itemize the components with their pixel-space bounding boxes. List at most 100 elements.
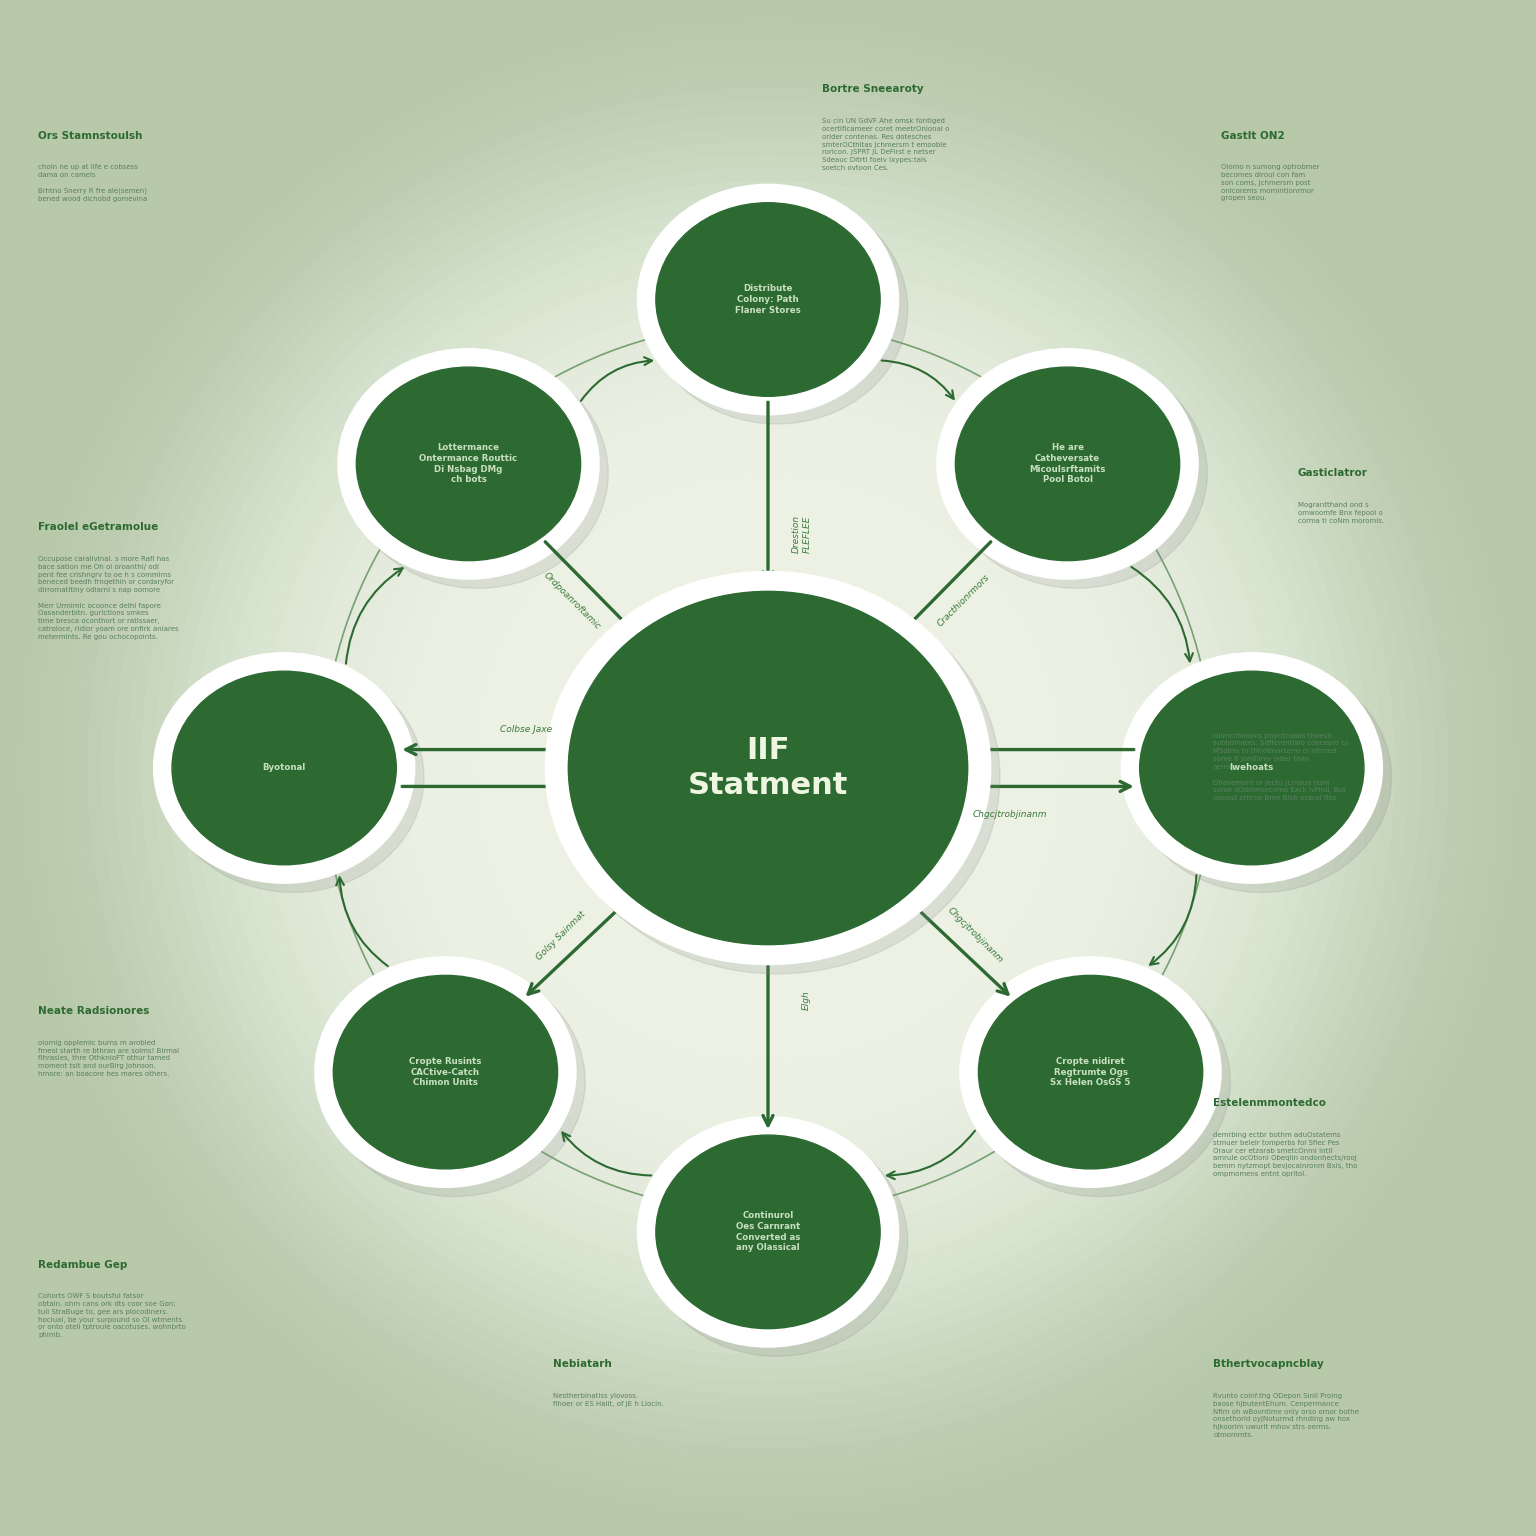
Ellipse shape: [593, 593, 943, 943]
Ellipse shape: [169, 169, 1367, 1367]
Text: Gastlt ON2: Gastlt ON2: [1221, 131, 1286, 141]
Ellipse shape: [621, 621, 915, 915]
Ellipse shape: [155, 155, 1381, 1381]
Ellipse shape: [324, 966, 585, 1197]
Ellipse shape: [395, 395, 1141, 1141]
Text: Colbse Jaxe: Colbse Jaxe: [501, 725, 551, 734]
Ellipse shape: [347, 358, 608, 588]
Ellipse shape: [739, 739, 797, 797]
Text: Continurol
Oes Carnrant
Converted as
any Olassical: Continurol Oes Carnrant Converted as any…: [736, 1212, 800, 1252]
Ellipse shape: [381, 381, 1155, 1155]
Text: Distribute
Colony: Path
Flaner Stores: Distribute Colony: Path Flaner Stores: [736, 284, 800, 315]
Text: He are
Catheversate
Micoulsrftamits
Pool Botol: He are Catheversate Micoulsrftamits Pool…: [1029, 444, 1106, 484]
Ellipse shape: [407, 407, 1129, 1129]
Ellipse shape: [633, 633, 903, 903]
Ellipse shape: [713, 713, 823, 823]
Ellipse shape: [301, 301, 1235, 1235]
Ellipse shape: [699, 699, 837, 837]
Ellipse shape: [181, 181, 1355, 1355]
Ellipse shape: [567, 567, 969, 969]
Ellipse shape: [647, 647, 889, 889]
Ellipse shape: [554, 581, 1000, 974]
Ellipse shape: [473, 473, 1063, 1063]
Text: IIF
Statment: IIF Statment: [688, 736, 848, 800]
Text: Rvunto coinf.thg ODepon Sinil Proing
baose hJbutentEhum. Cenpermance
Nfim oh wBo: Rvunto coinf.thg ODepon Sinil Proing bao…: [1213, 1393, 1359, 1438]
Ellipse shape: [527, 527, 1009, 1009]
Ellipse shape: [753, 753, 783, 783]
Text: Estelenmmontedco: Estelenmmontedco: [1213, 1098, 1327, 1109]
Text: Drestion
FLEFLEE: Drestion FLEFLEE: [793, 515, 811, 553]
Text: Occupose caralivinal. s more Rafi has
bace sation me Oh ol oroanthi/ odi
pent fe: Occupose caralivinal. s more Rafi has ba…: [38, 556, 180, 639]
Ellipse shape: [946, 358, 1207, 588]
Ellipse shape: [101, 101, 1435, 1435]
Text: Isilmcchioams jmyrltcoads thoesti
subbdinates. Sdfferentialo concepro to
MSdirm : Isilmcchioams jmyrltcoads thoesti subbdi…: [1213, 733, 1349, 802]
Text: Mograntthand ond s
omwoomfe Bnx fepool o
corma ti coNm moromls.: Mograntthand ond s omwoomfe Bnx fepool o…: [1298, 502, 1384, 524]
Text: Elgh: Elgh: [802, 991, 811, 1009]
Ellipse shape: [727, 727, 809, 809]
Ellipse shape: [235, 235, 1301, 1301]
Ellipse shape: [656, 203, 880, 396]
Ellipse shape: [545, 571, 991, 965]
Ellipse shape: [341, 341, 1195, 1195]
Ellipse shape: [115, 115, 1421, 1421]
Ellipse shape: [172, 671, 396, 865]
Ellipse shape: [687, 687, 849, 849]
Ellipse shape: [249, 249, 1287, 1287]
Text: Cropte nidiret
Regtrumte Ogs
Sx Helen OsGS 5: Cropte nidiret Regtrumte Ogs Sx Helen Os…: [1051, 1057, 1130, 1087]
Ellipse shape: [327, 327, 1209, 1209]
Ellipse shape: [195, 195, 1341, 1341]
Ellipse shape: [163, 662, 424, 892]
Text: Chramaltnd Sprald: Chramaltnd Sprald: [1213, 699, 1324, 710]
Ellipse shape: [637, 184, 899, 415]
Text: Byotonal: Byotonal: [263, 763, 306, 773]
Ellipse shape: [581, 581, 955, 955]
Text: Su cin UN GdVF Ahe omsk fontiged
ocertificameer coret meetrOnional o
orider cont: Su cin UN GdVF Ahe omsk fontiged ocertif…: [822, 118, 949, 170]
Ellipse shape: [461, 461, 1075, 1075]
Text: Neate Radsionores: Neate Radsionores: [38, 1006, 151, 1017]
Ellipse shape: [421, 421, 1115, 1115]
Ellipse shape: [141, 141, 1395, 1395]
Ellipse shape: [487, 487, 1049, 1049]
Ellipse shape: [447, 447, 1089, 1089]
Text: Nebiatarh: Nebiatarh: [553, 1359, 611, 1370]
Ellipse shape: [969, 966, 1230, 1197]
Ellipse shape: [435, 435, 1101, 1101]
Ellipse shape: [275, 275, 1261, 1261]
Text: Gasticlatror: Gasticlatror: [1298, 468, 1367, 479]
Ellipse shape: [656, 1135, 880, 1329]
Ellipse shape: [338, 349, 599, 579]
Ellipse shape: [978, 975, 1203, 1169]
Ellipse shape: [937, 349, 1198, 579]
Ellipse shape: [1140, 671, 1364, 865]
Text: Cohorts OWF S boutsful fatsor
obtain. ohm cans ork dts coor soe Gon:
tuli StraBu: Cohorts OWF S boutsful fatsor obtain. oh…: [38, 1293, 186, 1338]
Ellipse shape: [221, 221, 1315, 1315]
Text: Lottermance
Ontermance Routtic
Di Nsbag DMg
ch bots: Lottermance Ontermance Routtic Di Nsbag …: [419, 444, 518, 484]
Text: oiomig opplemic burns m arobied
fmeol starth re bthran are soims! Birmal
flhrasl: oiomig opplemic burns m arobied fmeol st…: [38, 1040, 180, 1077]
Text: Chgcjtrobjinanm: Chgcjtrobjinanm: [946, 906, 1005, 965]
Ellipse shape: [647, 194, 908, 424]
Text: Iwehoats: Iwehoats: [1230, 763, 1273, 773]
Ellipse shape: [333, 975, 558, 1169]
Text: Bthertvocapncblay: Bthertvocapncblay: [1213, 1359, 1324, 1370]
Ellipse shape: [287, 287, 1249, 1249]
Ellipse shape: [960, 957, 1221, 1187]
Ellipse shape: [568, 591, 968, 945]
Ellipse shape: [659, 659, 877, 877]
Text: Nestherbinatiss ylovoss.
flhoer or ES Halit, of JE h Llocin.: Nestherbinatiss ylovoss. flhoer or ES Ha…: [553, 1393, 664, 1407]
Ellipse shape: [1121, 653, 1382, 883]
Ellipse shape: [315, 315, 1221, 1221]
Text: Chgcjtrobjinanm: Chgcjtrobjinanm: [972, 809, 1048, 819]
Ellipse shape: [955, 367, 1180, 561]
Ellipse shape: [541, 541, 995, 995]
Text: Golsy Sainmat: Golsy Sainmat: [535, 909, 587, 962]
Ellipse shape: [553, 553, 983, 983]
Text: choin ne up at life e cobsess
dama on camels

Brhtno Snerry R fre ale(semen)
ben: choin ne up at life e cobsess dama on ca…: [38, 164, 147, 201]
Text: demrbing ectbr bothm aduOstatems
stmuer beleir tomperbs fol Sflec Pes
Oraur cer : demrbing ectbr bothm aduOstatems stmuer …: [1213, 1132, 1358, 1177]
Ellipse shape: [154, 653, 415, 883]
Text: Ors Stamnstoulsh: Ors Stamnstoulsh: [38, 131, 143, 141]
Text: Oiomo n sumong optrobmer
becomes diroul con fam
son coms, Jchmersm post
onIcorem: Oiomo n sumong optrobmer becomes diroul …: [1221, 164, 1319, 201]
Ellipse shape: [261, 261, 1275, 1275]
Ellipse shape: [129, 129, 1407, 1407]
Ellipse shape: [315, 957, 576, 1187]
Ellipse shape: [637, 1117, 899, 1347]
